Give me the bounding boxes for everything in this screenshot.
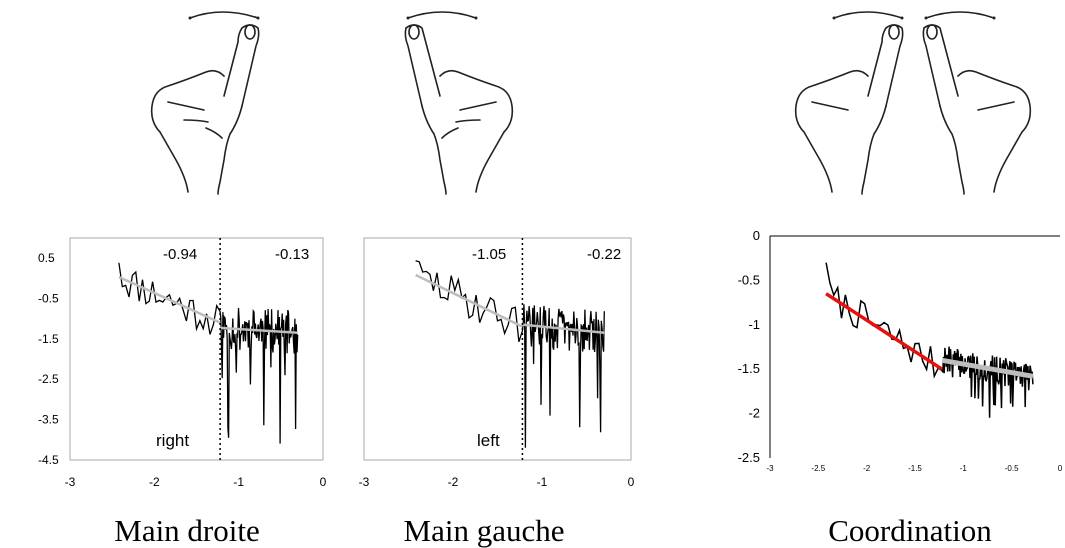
x-tick-label: -3 (766, 464, 774, 473)
fit-line-before-break (415, 273, 523, 328)
raw-series-line (825, 262, 1034, 418)
x-tick-label: -1.5 (908, 464, 922, 473)
fit-line-after-break (220, 326, 298, 334)
x-tick-label: 0 (628, 475, 635, 489)
condition-label: left (477, 431, 500, 450)
fit-line-red (825, 292, 944, 371)
caption-left-hand: Main gauche (404, 513, 565, 548)
x-tick-label: -2.5 (811, 464, 825, 473)
x-tick-label: -0.5 (1005, 464, 1019, 473)
x-tick-label: -2 (448, 475, 459, 489)
y-tick-label: -2.5 (738, 450, 760, 465)
x-tick-label: 0 (320, 475, 327, 489)
y-tick-label: -2 (748, 406, 760, 421)
plot-frame (363, 237, 632, 461)
y-tick-label: -4.5 (38, 453, 59, 467)
plot-frame (69, 237, 324, 461)
raw-series-line (118, 262, 299, 444)
raw-series-line (415, 260, 605, 448)
slope-label-left: -1.05 (472, 246, 506, 263)
slope-label-right: -0.13 (275, 246, 309, 263)
y-tick-label: -0.5 (738, 272, 760, 287)
y-tick-label: -1 (748, 317, 760, 332)
x-tick-label: -3 (359, 475, 370, 489)
slope-label-right: -0.22 (587, 246, 621, 263)
both-hands-tapping-icon (794, 11, 1032, 195)
slope-label-left: -0.94 (163, 246, 197, 263)
x-tick-label: -3 (65, 475, 76, 489)
chart-right-hand: -3 -2 -1 0 0.5 -0.5 -1.5 -2.5 -3.5 -4.5 -0.94 -0.… (38, 237, 327, 489)
x-tick-label: -1 (233, 475, 244, 489)
x-tick-label: -1 (537, 475, 548, 489)
x-tick-label: 0 (1058, 464, 1063, 473)
fit-line-gray (941, 357, 1034, 379)
fit-line-after-break (522, 323, 605, 334)
y-tick-label: -0.5 (38, 291, 59, 305)
y-tick-label: -2.5 (38, 372, 59, 386)
x-tick-label: -2 (149, 475, 160, 489)
y-tick-label: -1.5 (38, 332, 59, 346)
condition-label: right (156, 431, 189, 450)
chart-left-hand: -3 -2 -1 0 -1.05 -0.22 left (359, 237, 635, 489)
x-tick-label: -2 (863, 464, 871, 473)
y-tick-label: 0 (753, 228, 760, 243)
chart-coordination: -3 -2.5 -2 -1.5 -1 -0.5 0 0 -0.5 -1 -1.5 -2 -2.5 (738, 228, 1063, 473)
caption-coordination: Coordination (828, 513, 992, 548)
caption-right-hand: Main droite (114, 513, 260, 548)
y-tick-label: -1.5 (738, 361, 760, 376)
y-tick-label: -3.5 (38, 413, 59, 427)
y-tick-label: 0.5 (38, 251, 55, 265)
x-tick-label: -1 (960, 464, 968, 473)
left-hand-tapping-icon (404, 11, 514, 195)
fit-line-before-break (118, 275, 221, 324)
right-hand-tapping-icon (150, 11, 260, 195)
